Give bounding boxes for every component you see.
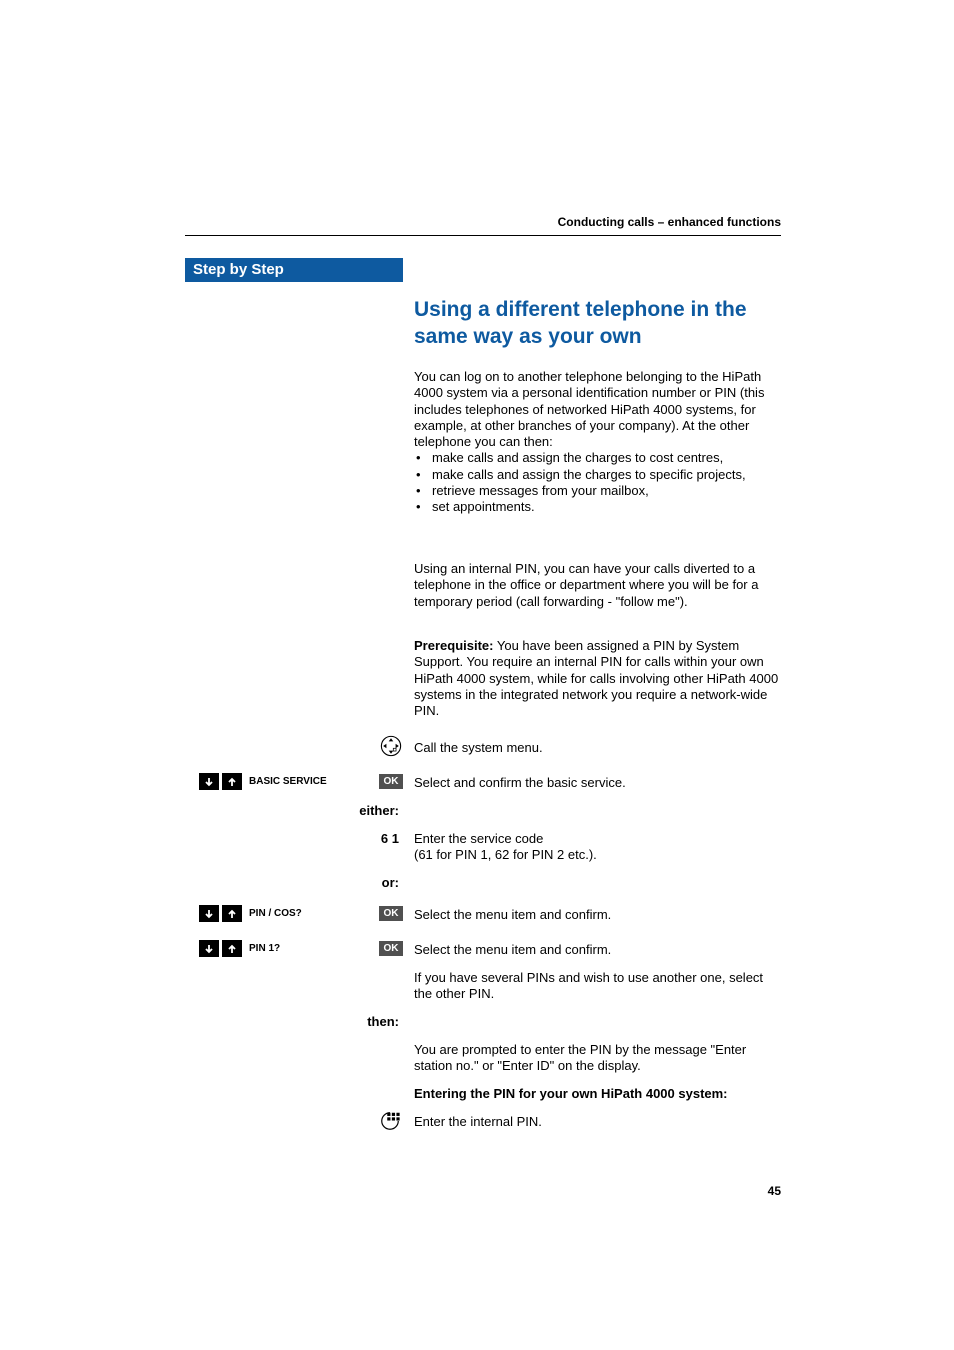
section-header: Conducting calls – enhanced functions [558, 215, 781, 229]
bullet-item: set appointments. [414, 499, 779, 515]
bullet-item: retrieve messages from your mailbox, [414, 483, 779, 499]
pin1-text: Select the menu item and confirm. [414, 942, 779, 958]
entering-heading: Entering the PIN for your own HiPath 400… [414, 1086, 779, 1102]
bullet-item: make calls and assign the charges to cos… [414, 450, 779, 466]
basic-service-text: Select and confirm the basic service. [414, 775, 779, 791]
prerequisite-text: Prerequisite: You have been assigned a P… [414, 638, 779, 719]
prerequisite-block: Prerequisite: You have been assigned a P… [414, 638, 779, 719]
keypad-icon [379, 1110, 401, 1132]
step-by-step-bar: Step by Step [185, 258, 403, 282]
up-arrow-icon [222, 773, 242, 790]
prerequisite-label: Prerequisite: [414, 638, 493, 653]
page-number: 45 [768, 1184, 781, 1198]
nav-circle-icon [380, 735, 402, 757]
intro-p1: You can log on to another telephone belo… [414, 369, 779, 450]
code-text-l2: (61 for PIN 1, 62 for PIN 2 etc.). [414, 847, 779, 863]
basic-service-label: BASIC SERVICE [249, 776, 327, 787]
bullet-item: make calls and assign the charges to spe… [414, 467, 779, 483]
up-arrow-icon [222, 940, 242, 957]
header-divider [185, 235, 781, 236]
pin-cos-nav: PIN / COS? OK [199, 905, 403, 922]
pin-cos-label: PIN / COS? [249, 908, 302, 919]
pin1-label: PIN 1? [249, 943, 280, 954]
ok-button: OK [379, 774, 403, 789]
intro-p2-block: Using an internal PIN, you can have your… [414, 561, 779, 610]
page: Conducting calls – enhanced functions St… [0, 0, 954, 1350]
enter-internal-pin-text: Enter the internal PIN. [414, 1114, 779, 1130]
intro-bullets: make calls and assign the charges to cos… [414, 450, 779, 515]
then-label: then: [367, 1014, 399, 1029]
pin1-nav: PIN 1? OK [199, 940, 403, 957]
several-pins-text: If you have several PINs and wish to use… [414, 970, 779, 1003]
intro-block: You can log on to another telephone belo… [414, 369, 779, 515]
down-arrow-icon [199, 940, 219, 957]
up-arrow-icon [222, 905, 242, 922]
ok-button: OK [379, 941, 403, 956]
intro-p2: Using an internal PIN, you can have your… [414, 561, 779, 610]
either-label: either: [359, 803, 399, 818]
code-text-l1: Enter the service code [414, 831, 779, 847]
page-title: Using a different telephone in the same … [414, 296, 784, 351]
prompted-text: You are prompted to enter the PIN by the… [414, 1042, 779, 1075]
code-61-label: 6 1 [381, 831, 399, 846]
call-menu-text: Call the system menu. [414, 740, 779, 756]
or-label: or: [382, 875, 399, 890]
pin-cos-text: Select the menu item and confirm. [414, 907, 779, 923]
code-text-block: Enter the service code (61 for PIN 1, 62… [414, 831, 779, 864]
down-arrow-icon [199, 905, 219, 922]
basic-service-nav: BASIC SERVICE OK [199, 773, 403, 790]
down-arrow-icon [199, 773, 219, 790]
ok-button: OK [379, 906, 403, 921]
